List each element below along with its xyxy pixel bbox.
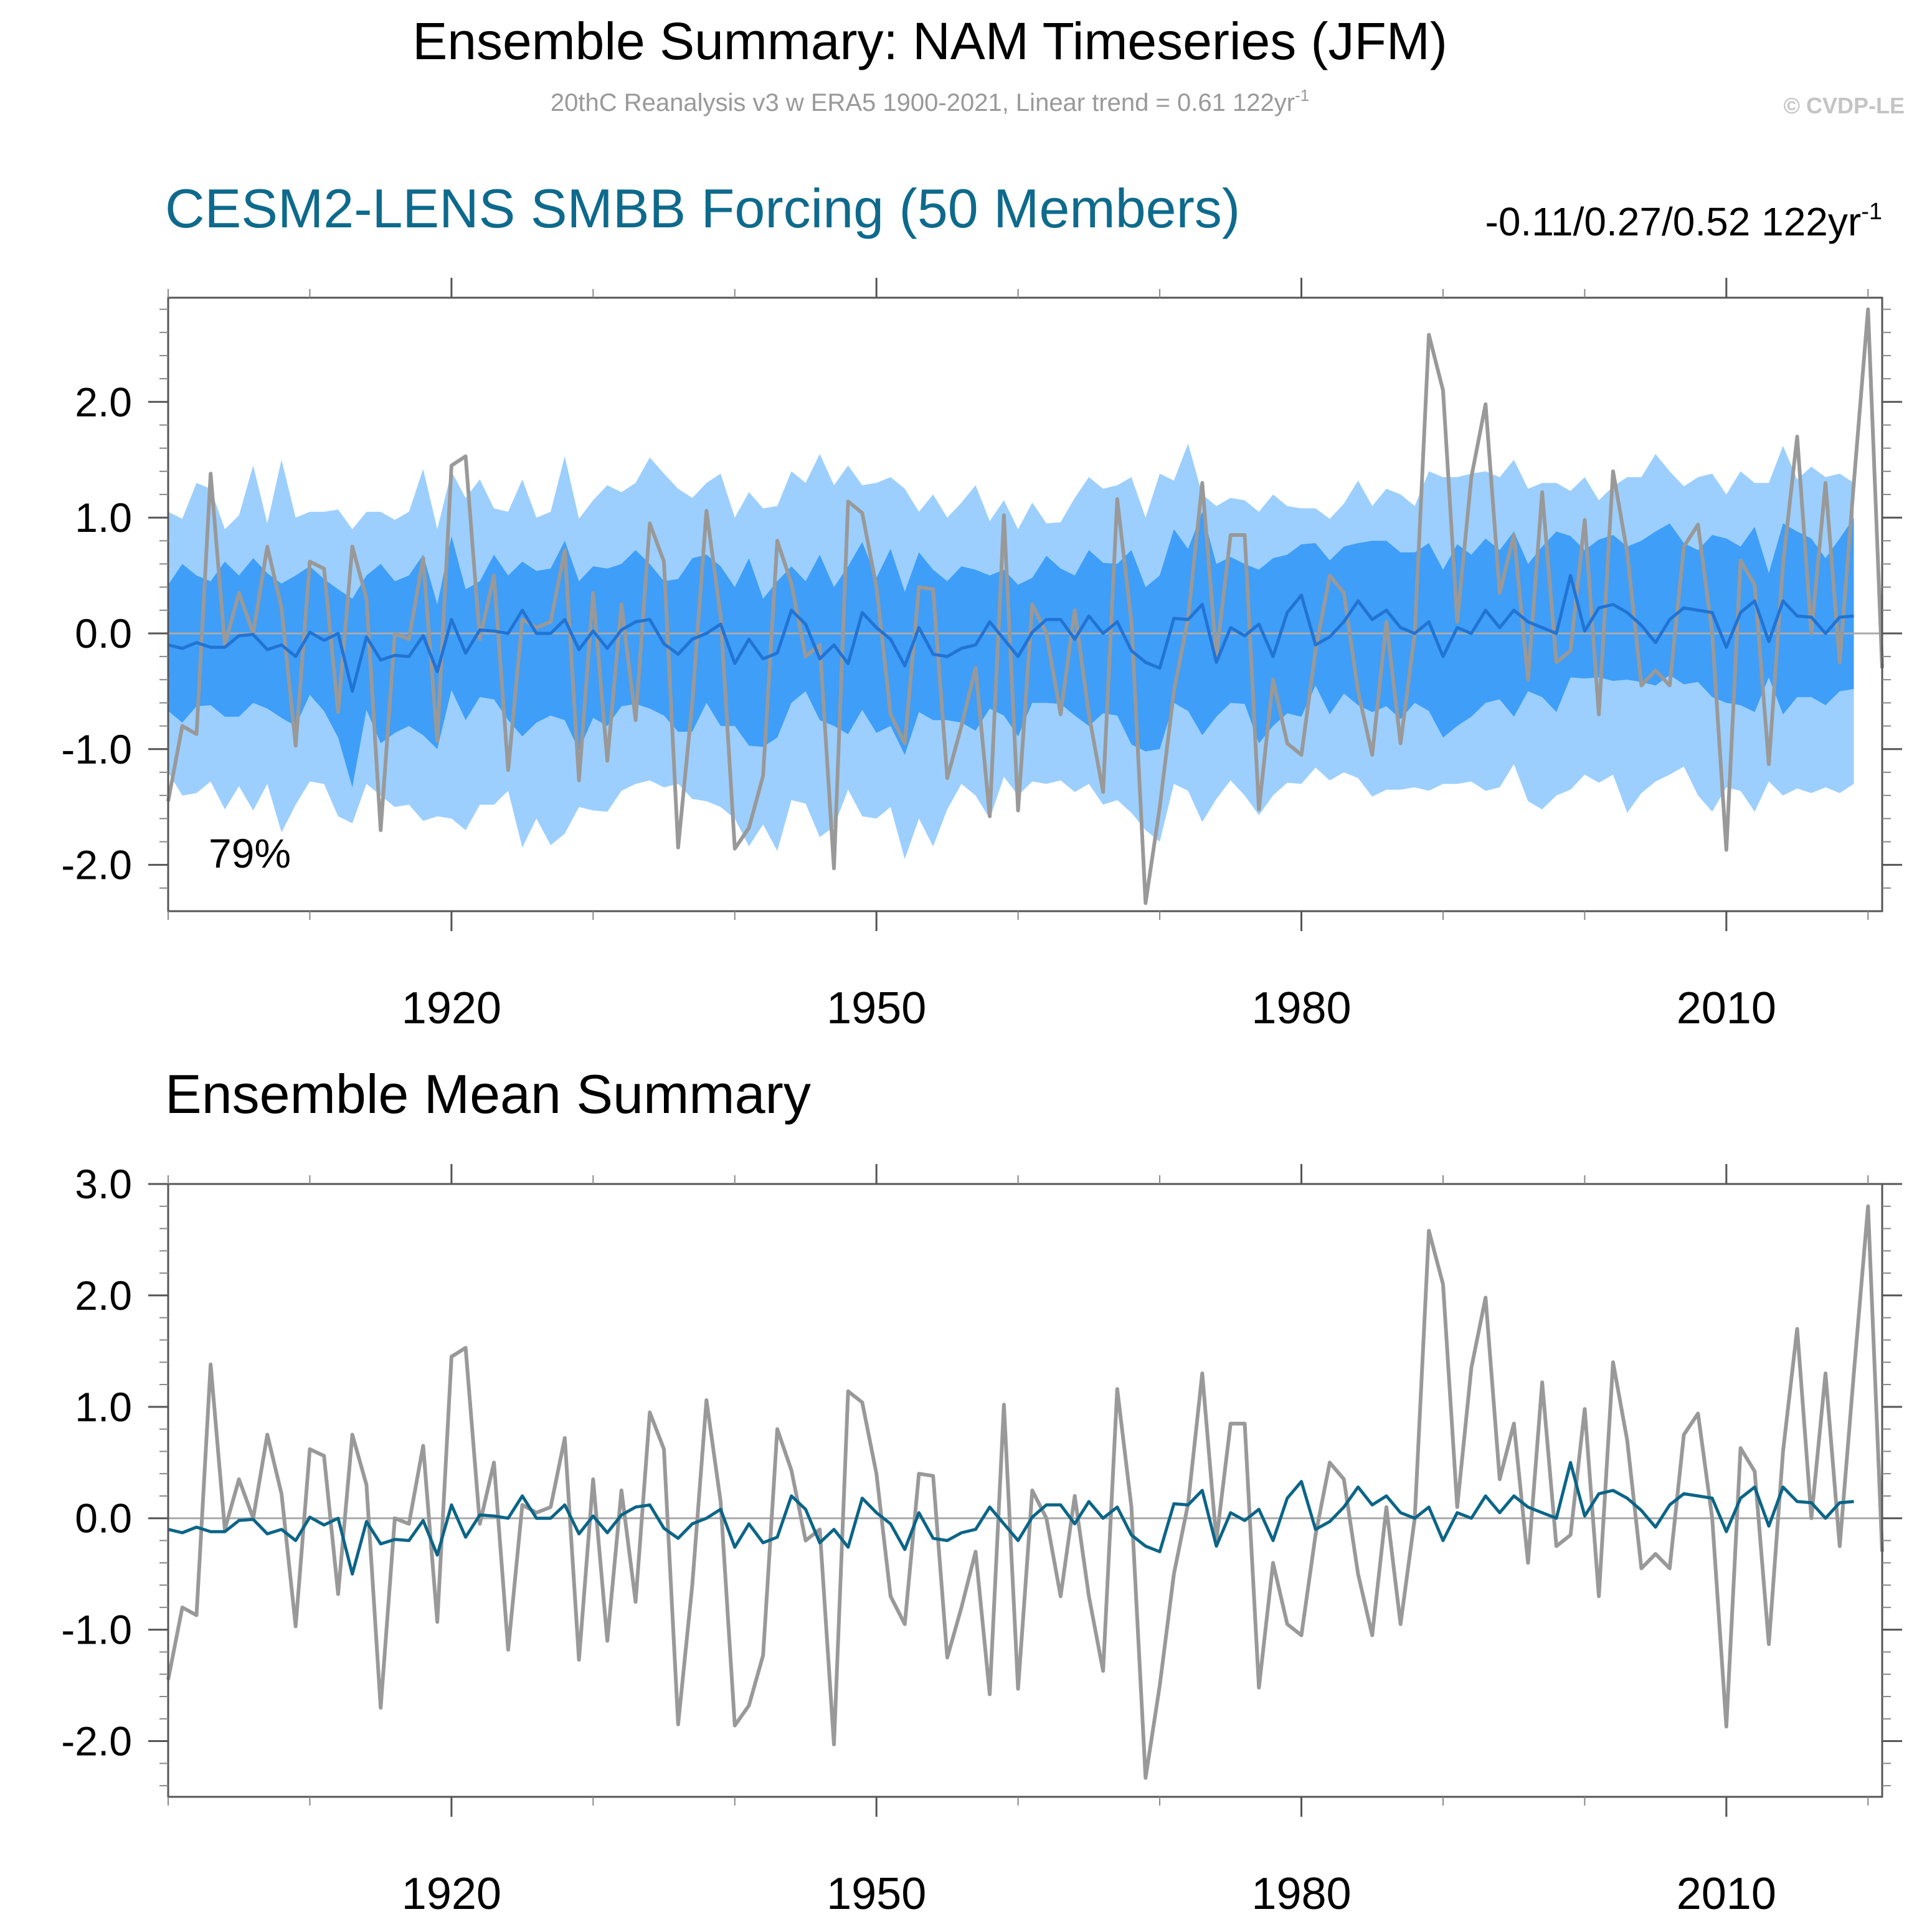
- bottom-y-tick-label: 0.0: [75, 1495, 132, 1541]
- top-panel-annotation: 79%: [209, 830, 291, 876]
- figure-subtitle-text: 20thC Reanalysis v3 w ERA5 1900-2021, Li…: [551, 89, 1295, 116]
- figure-subtitle: 20thC Reanalysis v3 w ERA5 1900-2021, Li…: [551, 86, 1309, 116]
- bottom-plot-frame: [167, 1183, 1883, 1798]
- bottom-observed-line: [166, 1204, 1884, 1780]
- top-panel: -2.0 -1.0 0.0 1.0 2.0 1920 1950 1980 2010 79%: [61, 278, 1902, 1033]
- bottom-y-tick-label: 1.0: [75, 1384, 132, 1430]
- figure-title: Ensemble Summary: NAM Timeseries (JFM): [412, 12, 1447, 70]
- bottom-y-tick-label: -1.0: [61, 1607, 132, 1653]
- bottom-y-tick-label: 3.0: [75, 1161, 132, 1207]
- top-panel-axes: -2.0 -1.0 0.0 1.0 2.0 1920 1950 1980 2010: [61, 278, 1902, 1033]
- top-plot-frame: [167, 296, 1883, 912]
- bottom-panel-title: Ensemble Mean Summary: [165, 1063, 811, 1125]
- trend-label-superscript: -1: [1861, 199, 1882, 225]
- top-observed-line: [166, 307, 1884, 905]
- trend-label-text: -0.11/0.27/0.52 122yr: [1485, 199, 1862, 244]
- top-x-tick-label: 1920: [402, 983, 501, 1033]
- figure-subtitle-superscript: -1: [1295, 86, 1309, 105]
- top-x-tick-label: 2010: [1677, 983, 1776, 1033]
- bottom-x-tick-label: 1920: [402, 1869, 501, 1919]
- top-panel-trend-label: -0.11/0.27/0.52 122yr-1: [1485, 199, 1882, 244]
- top-x-tick-label: 1950: [826, 983, 926, 1033]
- top-panel-title: CESM2-LENS SMBB Forcing (50 Members): [165, 178, 1240, 239]
- bottom-panel: -2.0 -1.0 0.0 1.0 2.0 3.0 1920 1950 1980 2010: [61, 1161, 1902, 1919]
- top-y-tick-label: -2.0: [61, 842, 132, 888]
- top-y-tick-label: 1.0: [75, 495, 132, 541]
- bottom-y-tick-label: -2.0: [61, 1718, 132, 1764]
- bottom-y-tick-label: 2.0: [75, 1272, 132, 1319]
- bottom-x-tick-label: 1950: [826, 1869, 926, 1919]
- top-ensemble-mean-line: [168, 574, 1854, 693]
- bottom-ensemble-mean-line: [168, 1461, 1854, 1576]
- top-y-tick-label: 0.0: [75, 610, 132, 656]
- top-y-tick-label: 2.0: [75, 379, 132, 425]
- top-x-tick-label: 1980: [1251, 983, 1351, 1033]
- bottom-x-tick-label: 1980: [1251, 1869, 1351, 1919]
- bottom-panel-axes: -2.0 -1.0 0.0 1.0 2.0 3.0 1920 1950 1980 2010: [61, 1161, 1902, 1919]
- top-y-tick-label: -1.0: [61, 726, 132, 772]
- copyright-label: © CVDP-LE: [1783, 93, 1905, 118]
- bottom-x-tick-label: 2010: [1677, 1869, 1776, 1919]
